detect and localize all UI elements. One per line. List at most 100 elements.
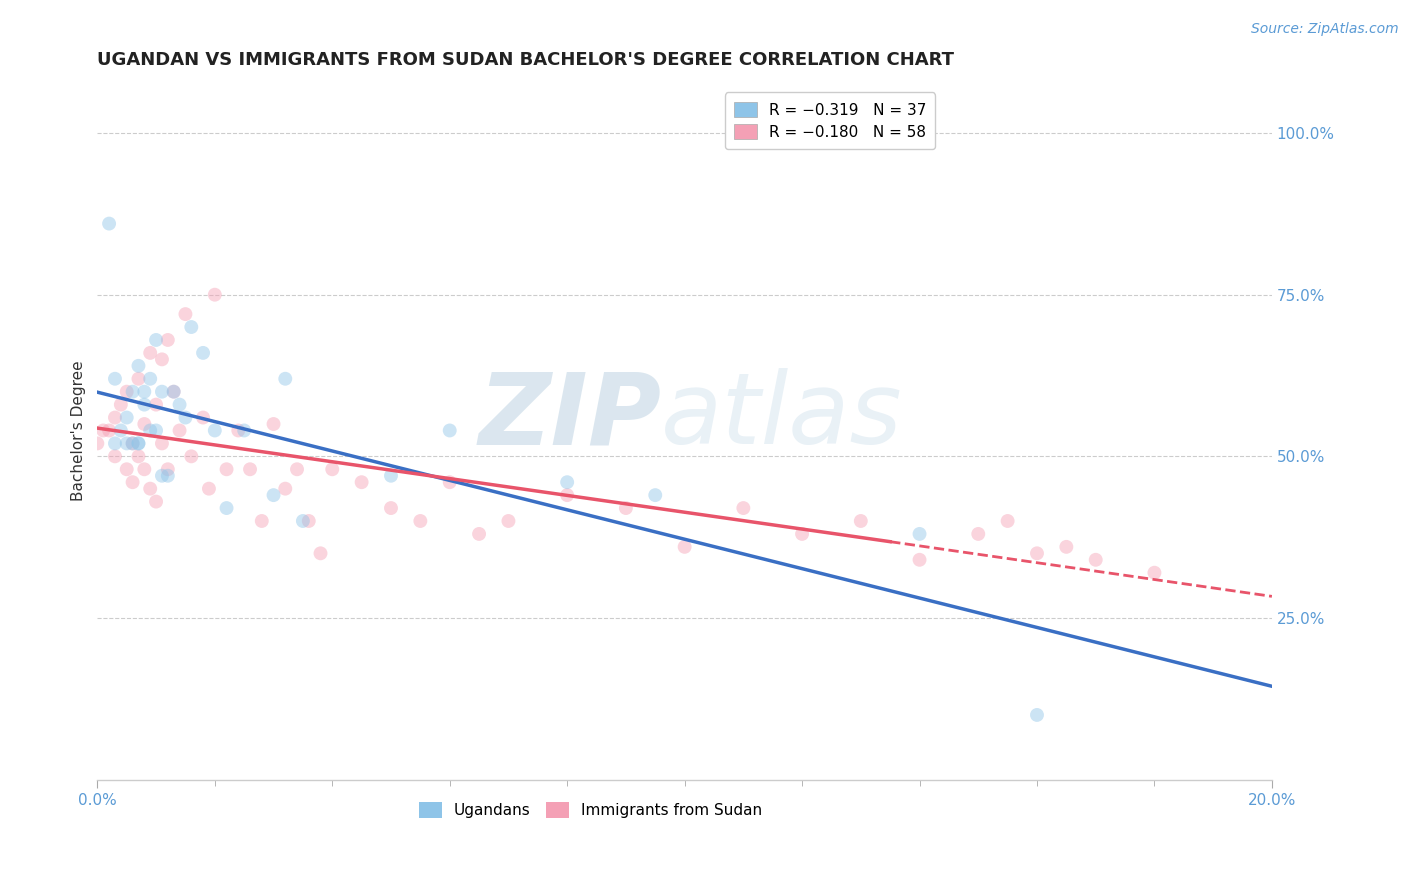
Point <box>169 424 191 438</box>
Point <box>997 514 1019 528</box>
Point <box>139 482 162 496</box>
Y-axis label: Bachelor's Degree: Bachelor's Degree <box>72 360 86 500</box>
Point <box>215 462 238 476</box>
Point <box>163 384 186 399</box>
Point <box>555 475 578 490</box>
Point <box>169 398 191 412</box>
Point <box>309 546 332 560</box>
Point <box>468 527 491 541</box>
Point <box>321 462 343 476</box>
Point <box>150 468 173 483</box>
Point <box>110 398 132 412</box>
Point <box>104 410 127 425</box>
Point <box>180 450 202 464</box>
Point <box>115 462 138 476</box>
Point <box>104 372 127 386</box>
Point <box>226 424 249 438</box>
Point <box>127 372 149 386</box>
Point <box>1054 540 1077 554</box>
Text: atlas: atlas <box>661 368 903 465</box>
Point <box>614 501 637 516</box>
Point <box>439 475 461 490</box>
Point <box>156 333 179 347</box>
Point <box>1143 566 1166 580</box>
Point <box>104 450 127 464</box>
Point <box>127 436 149 450</box>
Point <box>150 352 173 367</box>
Point <box>86 436 108 450</box>
Point <box>350 475 373 490</box>
Point <box>145 333 167 347</box>
Point <box>145 424 167 438</box>
Point <box>908 527 931 541</box>
Point <box>134 417 156 431</box>
Point <box>115 384 138 399</box>
Point <box>139 424 162 438</box>
Point <box>204 424 226 438</box>
Point <box>908 553 931 567</box>
Point <box>644 488 666 502</box>
Point <box>233 424 256 438</box>
Point <box>115 436 138 450</box>
Point <box>198 482 221 496</box>
Point <box>139 346 162 360</box>
Point <box>110 424 132 438</box>
Point <box>380 468 402 483</box>
Point <box>98 217 121 231</box>
Point <box>215 501 238 516</box>
Point <box>121 475 143 490</box>
Point <box>145 494 167 508</box>
Point <box>127 359 149 373</box>
Point <box>849 514 872 528</box>
Legend: Ugandans, Immigrants from Sudan: Ugandans, Immigrants from Sudan <box>413 797 769 824</box>
Point <box>156 462 179 476</box>
Point <box>274 372 297 386</box>
Point <box>134 398 156 412</box>
Point <box>274 482 297 496</box>
Point <box>733 501 755 516</box>
Point <box>174 410 197 425</box>
Point <box>1084 553 1107 567</box>
Point <box>174 307 197 321</box>
Point <box>263 488 285 502</box>
Point <box>1026 708 1049 723</box>
Point <box>285 462 308 476</box>
Point <box>139 372 162 386</box>
Point <box>250 514 273 528</box>
Point <box>121 436 143 450</box>
Point <box>104 436 127 450</box>
Point <box>134 384 156 399</box>
Point <box>380 501 402 516</box>
Text: UGANDAN VS IMMIGRANTS FROM SUDAN BACHELOR'S DEGREE CORRELATION CHART: UGANDAN VS IMMIGRANTS FROM SUDAN BACHELO… <box>97 51 955 69</box>
Point <box>498 514 520 528</box>
Point <box>150 436 173 450</box>
Point <box>191 346 214 360</box>
Point <box>291 514 314 528</box>
Point <box>145 398 167 412</box>
Point <box>121 436 143 450</box>
Point <box>967 527 990 541</box>
Point <box>409 514 432 528</box>
Point <box>134 462 156 476</box>
Point <box>163 384 186 399</box>
Point <box>673 540 696 554</box>
Point <box>239 462 262 476</box>
Point <box>439 424 461 438</box>
Point <box>91 424 114 438</box>
Point <box>555 488 578 502</box>
Point <box>1026 546 1049 560</box>
Point <box>150 384 173 399</box>
Point <box>263 417 285 431</box>
Point <box>204 287 226 301</box>
Point <box>121 384 143 399</box>
Point <box>98 424 121 438</box>
Point <box>127 450 149 464</box>
Text: Source: ZipAtlas.com: Source: ZipAtlas.com <box>1251 22 1399 37</box>
Point <box>298 514 321 528</box>
Point <box>191 410 214 425</box>
Point <box>127 436 149 450</box>
Point <box>180 320 202 334</box>
Point <box>156 468 179 483</box>
Text: ZIP: ZIP <box>478 368 661 465</box>
Point <box>790 527 813 541</box>
